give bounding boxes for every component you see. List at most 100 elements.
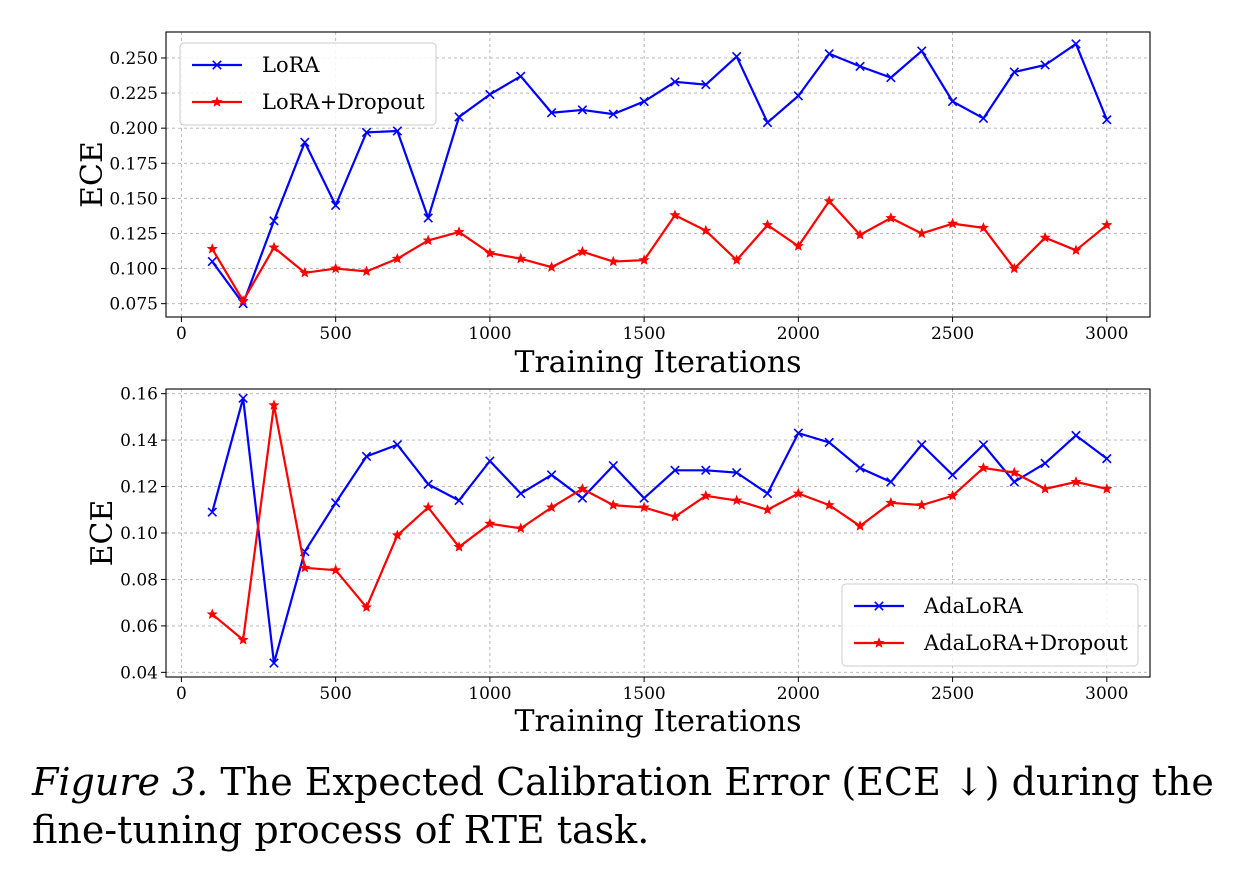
- data-point: [854, 229, 866, 240]
- x-tick-label: 1500: [622, 324, 665, 344]
- data-point: [823, 195, 835, 206]
- data-point: [330, 498, 341, 508]
- data-point: [608, 460, 619, 471]
- x-tick-label: 0: [176, 324, 187, 344]
- data-point: [1009, 477, 1020, 487]
- data-point: [731, 254, 743, 265]
- data-point: [947, 96, 958, 107]
- data-point: [576, 483, 588, 494]
- data-point: [885, 212, 897, 223]
- x-tick-label: 1000: [468, 684, 511, 704]
- data-point: [761, 219, 774, 230]
- y-axis-label: ECE: [75, 141, 110, 208]
- data-point: [762, 488, 773, 499]
- data-point: [793, 91, 804, 101]
- y-tick-label: 0.14: [120, 431, 158, 451]
- y-tick-label: 0.100: [109, 260, 158, 280]
- data-point: [638, 501, 650, 513]
- legend-swatch-marker: [211, 96, 223, 107]
- data-point: [1102, 453, 1112, 464]
- x-tick-label: 500: [319, 684, 351, 704]
- data-point: [237, 634, 249, 645]
- x-tick-label: 0: [176, 684, 187, 704]
- x-tick-label: 3000: [1085, 324, 1128, 344]
- data-point: [886, 477, 896, 487]
- data-point: [700, 490, 712, 501]
- data-point: [761, 503, 774, 515]
- figure-charts: 0 500 1000 1500 2000 2500 30000.0750.1000.1250…: [75, 31, 1151, 739]
- data-point: [1071, 430, 1081, 441]
- data-point: [823, 499, 835, 510]
- x-tick-label: 1500: [622, 684, 665, 704]
- data-point: [577, 493, 588, 503]
- data-point: [731, 494, 743, 506]
- data-point: [886, 72, 896, 83]
- data-point: [669, 510, 681, 522]
- data-point: [824, 48, 834, 59]
- y-axis-label: ECE: [85, 500, 120, 567]
- data-point: [947, 490, 959, 501]
- data-point: [576, 245, 588, 257]
- data-point: [546, 501, 558, 513]
- data-point: [515, 522, 527, 534]
- series-lora-dropout: [206, 195, 1113, 306]
- series-adalora: [207, 393, 1112, 668]
- plot-frame: [165, 31, 1151, 318]
- legend-entry: AdaLoRA: [854, 594, 1024, 618]
- data-point: [731, 467, 742, 478]
- data-point: [1101, 219, 1113, 230]
- data-point: [824, 437, 834, 448]
- data-point: [360, 265, 373, 277]
- data-point: [1039, 231, 1051, 243]
- y-tick-label: 0.250: [109, 49, 158, 69]
- data-point: [700, 224, 712, 236]
- data-point: [1070, 476, 1082, 487]
- data-point: [392, 126, 403, 136]
- data-point: [207, 507, 218, 517]
- y-tick-label: 0.08: [120, 570, 158, 590]
- data-point: [1008, 466, 1020, 478]
- data-point: [423, 213, 433, 223]
- data-point: [453, 226, 465, 237]
- data-point: [1008, 262, 1020, 274]
- data-point: [1040, 60, 1050, 70]
- data-point: [515, 252, 527, 264]
- data-point: [978, 439, 989, 450]
- legend-swatch-marker: [873, 637, 885, 648]
- y-tick-label: 0.125: [109, 224, 158, 244]
- data-point: [300, 137, 310, 147]
- series-line: [211, 42, 1108, 305]
- data-point: [855, 61, 865, 72]
- x-tick-label: 3000: [1085, 684, 1128, 704]
- figure-label: Figure 3.: [32, 760, 209, 804]
- data-point: [206, 243, 218, 254]
- data-point: [391, 252, 403, 264]
- legend-label: LoRA+Dropout: [262, 90, 425, 114]
- legend-swatch-marker: [212, 60, 222, 70]
- data-point: [608, 109, 619, 119]
- legend-entry: AdaLoRA+Dropout: [854, 631, 1128, 655]
- legend-swatch-marker: [874, 601, 884, 611]
- data-point: [454, 495, 464, 506]
- data-point: [670, 77, 680, 87]
- series-adalora-dropout: [206, 399, 1113, 645]
- data-point: [978, 113, 989, 124]
- data-point: [916, 46, 927, 56]
- grid-lines: [166, 389, 1150, 677]
- data-point: [639, 96, 649, 107]
- data-point: [607, 255, 619, 267]
- y-tick-label: 0.075: [109, 295, 158, 315]
- data-point: [299, 562, 311, 573]
- data-point: [484, 517, 496, 529]
- data-point: [916, 499, 928, 510]
- data-point: [391, 529, 403, 541]
- legend-entry: LoRA: [192, 53, 320, 77]
- data-point: [361, 451, 372, 462]
- data-point: [269, 216, 279, 226]
- data-point: [423, 479, 433, 489]
- data-point: [1070, 244, 1082, 256]
- x-tick-label: 500: [319, 324, 351, 344]
- data-point: [1101, 483, 1113, 494]
- data-point: [546, 107, 557, 118]
- data-point: [453, 541, 465, 552]
